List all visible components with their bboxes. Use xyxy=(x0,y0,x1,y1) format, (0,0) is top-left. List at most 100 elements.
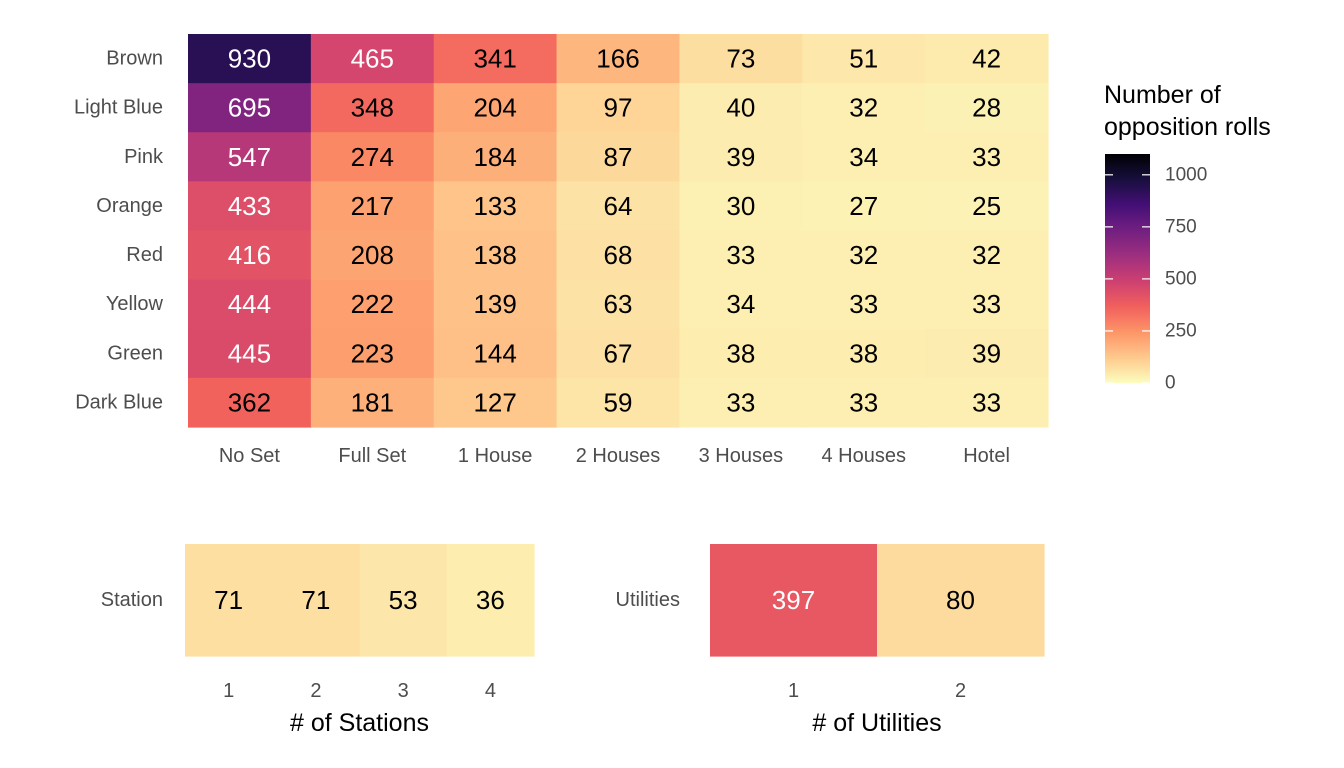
cell-value-label: 166 xyxy=(596,44,639,74)
cell-value-label: 433 xyxy=(228,191,271,221)
cell-value-label: 28 xyxy=(972,93,1001,123)
cell-value-label: 144 xyxy=(473,338,516,368)
row-tick-label: Red xyxy=(126,244,163,266)
column-tick-label: 2 Houses xyxy=(576,445,661,467)
column-tick-label: 1 House xyxy=(458,445,533,467)
column-tick-label: No Set xyxy=(219,445,281,467)
colorbar-tick-label: 1000 xyxy=(1165,164,1207,185)
heatmap-cell xyxy=(925,230,1049,281)
colorbar-legend: Number of opposition rolls 1000 750 500 250 0 xyxy=(1104,81,1271,394)
heatmap-cell xyxy=(802,328,926,379)
heatmap-cell xyxy=(679,83,803,133)
heatmap-cell xyxy=(310,279,435,330)
cell-value-label: 930 xyxy=(228,44,271,74)
cell-value-label: 33 xyxy=(849,387,878,417)
cell-value-label: 97 xyxy=(604,93,633,123)
heatmap-cell xyxy=(925,83,1049,133)
cell-value-label: 127 xyxy=(473,387,516,417)
heatmap-cell xyxy=(679,377,803,428)
cell-value-label: 38 xyxy=(849,338,878,368)
heatmap-cell xyxy=(188,83,312,133)
heatmap-cell xyxy=(446,544,535,657)
colorbar xyxy=(1105,154,1150,383)
cell-value-label: 33 xyxy=(972,142,1001,172)
heatmap-cell xyxy=(188,279,312,330)
heatmap-cell xyxy=(925,377,1049,428)
heatmap-cell xyxy=(556,83,681,133)
heatmap-cell xyxy=(679,181,803,232)
cell-value-label: 32 xyxy=(972,240,1001,270)
column-tick-label: 4 xyxy=(485,680,496,702)
heatmap-cell xyxy=(310,230,435,281)
cell-value-label: 133 xyxy=(473,191,516,221)
heatmap-cell xyxy=(556,377,681,428)
heatmap-cell xyxy=(925,132,1049,182)
row-tick-label: Station xyxy=(101,589,163,611)
row-tick-label: Green xyxy=(107,342,163,364)
cell-value-label: 59 xyxy=(604,387,633,417)
heatmap-cell xyxy=(433,34,558,84)
column-tick-label: 2 xyxy=(310,680,321,702)
heatmap-cell xyxy=(556,34,681,84)
heatmap-cell xyxy=(272,544,361,657)
heatmap-cell xyxy=(310,328,435,379)
station-heatmap: 71 71 53 36 Station 1 2 3 4 # of Stations xyxy=(101,544,535,737)
column-tick-label: 4 Houses xyxy=(821,445,906,467)
row-tick-label: Light Blue xyxy=(74,97,163,119)
heatmap-cell xyxy=(679,34,803,84)
column-tick-label: 1 xyxy=(223,680,234,702)
heatmap-cell xyxy=(359,544,448,657)
column-tick-label: 3 Houses xyxy=(699,445,784,467)
heatmap-cell xyxy=(188,132,312,182)
heatmap-cell xyxy=(802,34,926,84)
heatmap-cell xyxy=(310,377,435,428)
heatmap-cell xyxy=(925,34,1049,84)
cell-value-label: 87 xyxy=(604,142,633,172)
main-heatmap: 930 465 341 166 73 51 42 Brown 695 348 204 97 40 32 28… xyxy=(74,34,1049,467)
cell-value-label: 695 xyxy=(228,93,271,123)
cell-value-label: 67 xyxy=(604,338,633,368)
cell-value-label: 217 xyxy=(351,191,394,221)
heatmap-cell xyxy=(556,328,681,379)
cell-value-label: 33 xyxy=(726,240,755,270)
cell-value-label: 30 xyxy=(726,191,755,221)
cell-value-label: 25 xyxy=(972,191,1001,221)
x-axis-title: # of Stations xyxy=(290,709,429,737)
heatmap-cell xyxy=(188,230,312,281)
cell-value-label: 34 xyxy=(849,142,878,172)
column-tick-label: 1 xyxy=(788,680,799,702)
cell-value-label: 32 xyxy=(849,93,878,123)
cell-value-label: 416 xyxy=(228,240,271,270)
row-tick-label: Yellow xyxy=(106,293,164,315)
cell-value-label: 181 xyxy=(351,387,394,417)
heatmap-cell xyxy=(679,132,803,182)
heatmap-cell xyxy=(188,377,312,428)
cell-value-label: 39 xyxy=(726,142,755,172)
row-tick-label: Pink xyxy=(124,146,164,168)
cell-value-label: 64 xyxy=(604,191,633,221)
x-axis-title: # of Utilities xyxy=(812,709,941,737)
heatmap-cell xyxy=(556,181,681,232)
heatmap-cell xyxy=(433,132,558,182)
heatmap-cell xyxy=(310,132,435,182)
heatmap-cell xyxy=(877,544,1045,657)
heatmap-cell xyxy=(925,279,1049,330)
cell-value-label: 33 xyxy=(849,289,878,319)
heatmap-cell xyxy=(556,279,681,330)
heatmap-cell xyxy=(433,328,558,379)
heatmap-cell xyxy=(802,279,926,330)
heatmap-cell xyxy=(310,83,435,133)
cell-value-label: 51 xyxy=(849,44,878,74)
cell-value-label: 465 xyxy=(351,44,394,74)
heatmap-cell xyxy=(925,181,1049,232)
cell-value-label: 36 xyxy=(476,585,505,615)
heatmap-cell xyxy=(433,279,558,330)
cell-value-label: 27 xyxy=(849,191,878,221)
cell-value-label: 445 xyxy=(228,338,271,368)
cell-value-label: 71 xyxy=(214,585,243,615)
heatmap-cell xyxy=(925,328,1049,379)
cell-value-label: 397 xyxy=(772,585,815,615)
cell-value-label: 73 xyxy=(726,44,755,74)
heatmap-cell xyxy=(433,377,558,428)
